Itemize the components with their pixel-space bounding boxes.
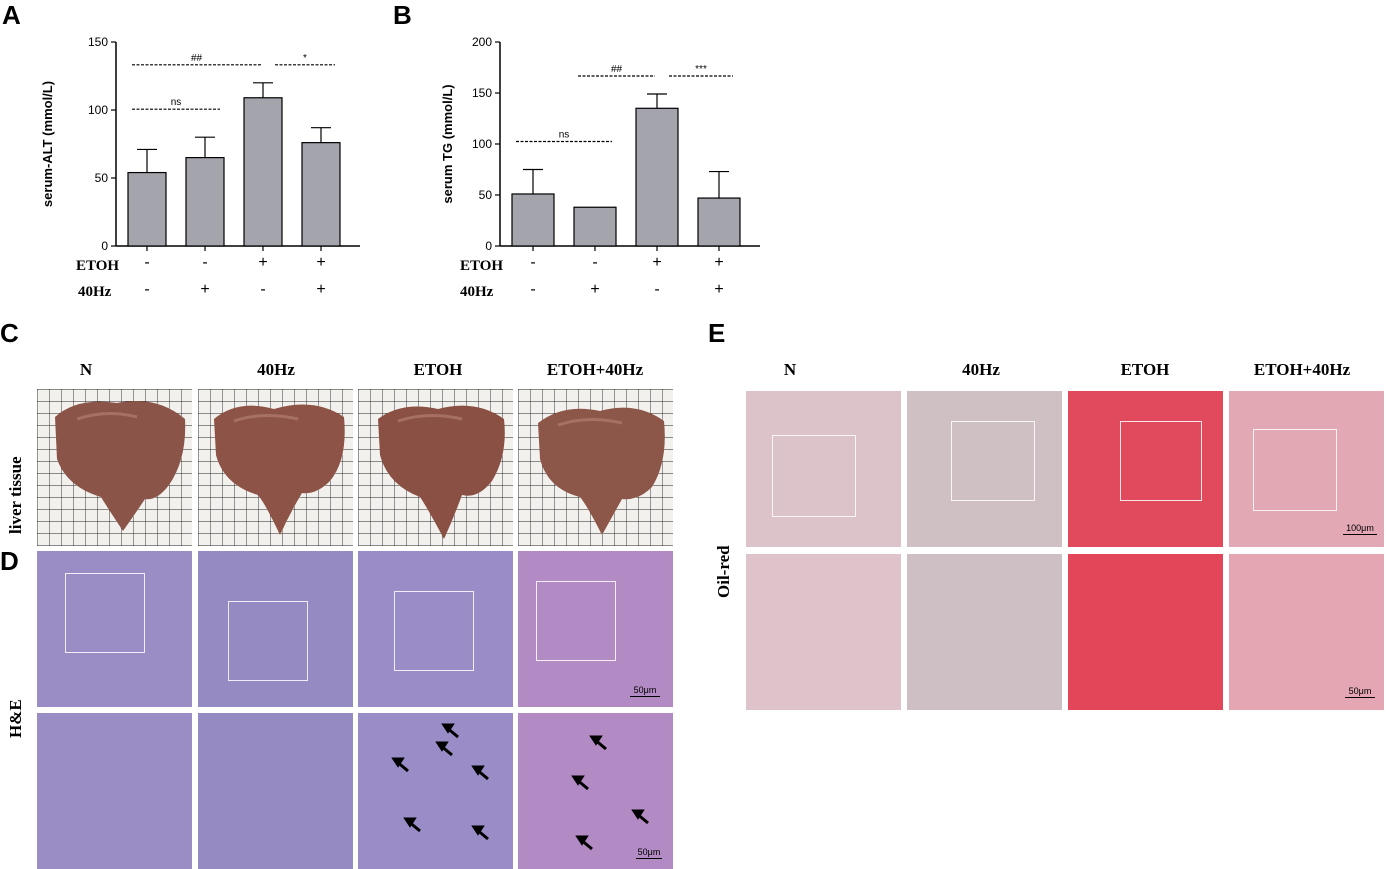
panel-letter-e: E [708,318,726,348]
etoh-row-label-b: ETOH [460,258,504,274]
oil-image-bottom-etoh-40hz: 50μm [1229,554,1384,710]
etoh-sign: + [652,254,662,271]
he-image-top-etoh-40hz: 50μm [518,551,673,707]
y-tick-label: 0 [485,239,492,253]
etoh-sign: - [592,254,598,271]
bar [573,206,617,247]
hz-sign: + [714,281,724,298]
significance-label: ns [559,130,570,141]
y-tick-label: 100 [472,137,492,151]
col-header-40hz-e: 40Hz [962,360,1000,379]
he-image-bottom-etoh-40hz: 50μm [518,713,673,869]
y-tick-label: 150 [88,35,108,49]
liver-photo-etoh [358,389,513,546]
col-header-n-cd: N [79,360,93,379]
he-image-top-etoh [358,551,513,707]
significance-label: ## [611,64,623,75]
y-tick-label: 150 [472,86,492,100]
hz-sign: - [654,281,660,298]
etoh-row-label-a: ETOH [76,258,120,274]
etoh-sign: + [258,254,268,271]
oil-image-top-n [746,391,901,547]
he-image-top-40hz [198,551,353,707]
liver-photo-40hz [198,389,353,546]
hz-sign: - [144,281,150,298]
hz-row-label-a: 40Hz [78,284,112,300]
scalebar-e-bottom: 50μm [1345,686,1375,698]
panel-letter-a: A [2,0,21,30]
he-image-top-n [37,551,192,707]
hz-sign: + [200,281,210,298]
etoh-sign: - [202,254,208,271]
significance-label: *** [695,64,707,75]
oil-image-bottom-n [746,554,901,710]
panel-letter-c: C [0,318,19,348]
y-axis-label: serum-ALT (mmol/L) [40,81,55,207]
he-image-bottom-etoh [358,713,513,869]
bar [185,157,225,247]
col-header-etoh40hz-cd: ETOH+40Hz [546,360,644,379]
he-etoh40hz-arrows [571,735,649,851]
significance-label: ns [171,97,182,108]
bar [697,197,741,247]
oil-image-top-40hz [907,391,1062,547]
col-header-etoh-e: ETOH [1120,360,1170,379]
oil-image-top-etoh [1068,391,1223,547]
oil-image-bottom-etoh [1068,554,1223,710]
chart-a-serum-alt: serum-ALT (mmol/L) 0 50 100 150 ## * ns [40,35,360,253]
chart-b-serum-tg: serum TG (mmol/L) 0 50 100 150 200 ## *** ns [440,35,760,253]
col-header-40hz-cd: 40Hz [257,360,295,379]
etoh-sign: + [714,254,724,271]
y-axis-label: serum TG (mmol/L) [440,84,455,203]
col-header-etoh40hz-e: ETOH+40Hz [1253,360,1351,379]
bar [301,142,341,247]
y-tick-label: 100 [88,103,108,117]
panel-letter-b: B [393,0,412,30]
liver-photo-etoh-40hz [518,389,673,546]
bar [243,97,283,247]
y-tick-label: 50 [95,171,109,185]
hz-sign: + [316,281,326,298]
panel-letter-d: D [0,546,19,576]
he-image-bottom-40hz [198,713,353,869]
hz-sign: - [530,281,536,298]
he-etoh-arrows [391,723,489,841]
scalebar-d-top: 50μm [630,685,660,697]
hz-sign: + [590,281,600,298]
bar [635,107,679,247]
bar [127,171,167,247]
row-label-oil-red: Oil-red [714,545,733,598]
col-header-etoh-cd: ETOH [413,360,463,379]
hz-sign: - [260,281,266,298]
scalebar-d-bottom: 50μm [636,847,662,859]
col-header-n-e: N [783,360,797,379]
etoh-sign: + [316,254,326,271]
row-label-liver-tissue: liver tissue [6,456,25,534]
he-image-bottom-n [37,713,192,869]
oil-image-bottom-40hz [907,554,1062,710]
y-tick-label: 50 [479,188,493,202]
row-label-he: H&E [6,699,25,738]
y-tick-label: 200 [472,35,492,49]
y-tick-label: 0 [101,239,108,253]
bar [511,193,555,247]
significance-label: * [303,53,307,64]
liver-photo-n [37,389,192,546]
oil-image-top-etoh-40hz: 100μm [1229,391,1384,547]
etoh-sign: - [144,254,150,271]
etoh-sign: - [530,254,536,271]
hz-row-label-b: 40Hz [460,284,494,300]
significance-label: ## [191,53,203,64]
scalebar-e-top: 100μm [1343,523,1377,535]
